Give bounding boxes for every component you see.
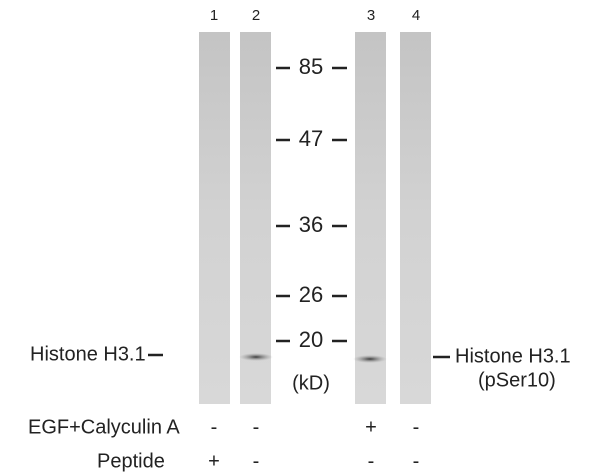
treatment-sign: - [413, 416, 420, 438]
lane-number: 4 [412, 7, 420, 24]
marker-label: 85 [299, 54, 323, 79]
marker-label: 26 [299, 282, 323, 307]
lane [199, 32, 230, 404]
band [353, 355, 387, 363]
lane-number: 1 [210, 7, 218, 24]
treatment-sign: - [413, 450, 420, 472]
treatment-name: EGF+Calyculin A [28, 416, 180, 438]
treatment-sign: - [368, 450, 375, 472]
lane [355, 32, 386, 404]
marker-ladder: 85 47 36 26 20 (kD) [276, 54, 347, 394]
unit-label: (kD) [292, 372, 330, 394]
lane-number: 3 [367, 7, 375, 24]
treatment-sign: + [365, 416, 377, 438]
treatment-sign: + [208, 450, 220, 472]
marker-label: 47 [299, 126, 323, 151]
treatment-name: Peptide [97, 450, 165, 472]
treatment-sign: - [211, 416, 218, 438]
lane-number: 2 [252, 7, 260, 24]
band [239, 353, 273, 361]
left-label: Histone H3.1 [30, 343, 146, 365]
right-label: Histone H3.1 [455, 345, 571, 367]
marker-label: 36 [299, 212, 323, 237]
marker-label: 20 [299, 327, 323, 352]
right-label: (pSer10) [478, 369, 556, 391]
treatment-sign: - [253, 416, 260, 438]
lane [400, 32, 431, 404]
treatment-sign: - [253, 450, 260, 472]
lane [240, 32, 271, 404]
